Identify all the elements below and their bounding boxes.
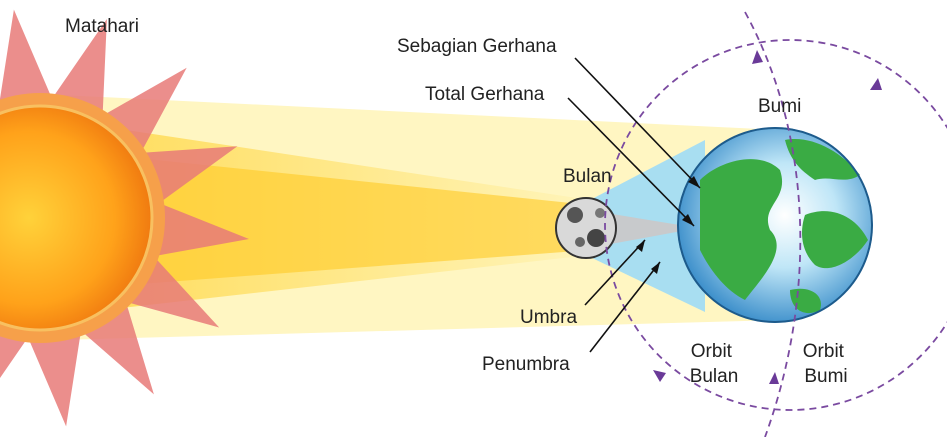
label-moon: Bulan <box>563 166 612 187</box>
earth-orbit <box>744 11 802 437</box>
label-partial: Sebagian Gerhana <box>397 36 557 57</box>
sun <box>0 9 249 427</box>
pointer-heads <box>636 176 700 274</box>
label-penumbra: Penumbra <box>482 354 570 375</box>
label-total: Total Gerhana <box>425 84 545 105</box>
label-sun: Matahari <box>65 16 139 37</box>
orbit-arrows <box>653 50 882 384</box>
label-earth: Bumi <box>758 96 801 117</box>
label-line: Orbit <box>803 341 845 362</box>
label-line: Bulan <box>690 366 739 387</box>
label-moon-orbit: Orbit Bulan <box>690 341 739 387</box>
pointer-lines <box>567 57 701 353</box>
moon <box>555 197 617 259</box>
umbra-cone <box>600 212 698 246</box>
label-line: Orbit <box>691 341 733 362</box>
moon-orbit <box>604 39 947 411</box>
label-earth-orbit: Orbit Bumi <box>803 341 849 387</box>
label-line: Bumi <box>804 366 847 387</box>
label-umbra: Umbra <box>520 307 577 328</box>
earth <box>677 127 873 323</box>
